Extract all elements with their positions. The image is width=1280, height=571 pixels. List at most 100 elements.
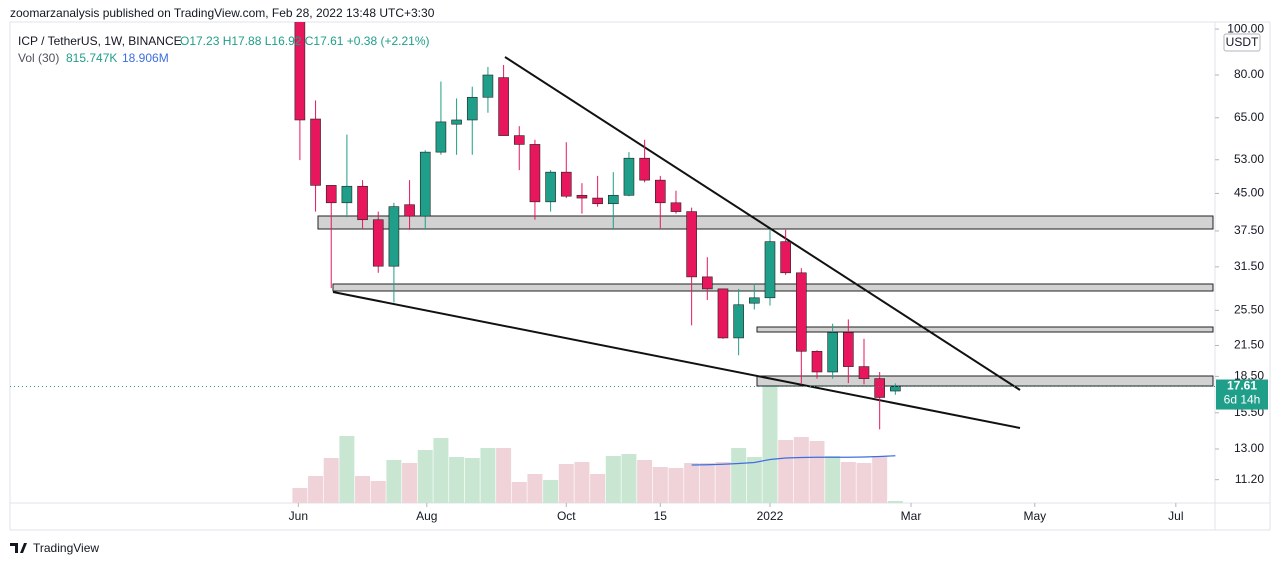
candle-body [357,185,368,221]
candle-body [733,304,744,339]
y-tick-label: 25.50 [1234,303,1264,317]
countdown: 6d 14h [1224,393,1261,407]
candle-body [592,197,603,205]
candle-body [796,272,807,352]
symbol: ICP / TetherUS, 1W, BINANCE [18,34,182,48]
candle-body [545,171,556,203]
volume-bar [793,437,809,503]
candle-body [670,202,682,212]
volume-bar [668,468,684,503]
candle-body [780,241,791,274]
candle-body [843,332,854,367]
trend-line [504,56,1021,391]
volume-bar [480,448,496,503]
volume-bar [809,441,825,503]
volume-bar [840,462,856,503]
volume-bar [621,454,637,503]
candle-body [654,179,666,204]
y-tick-label: 65.00 [1234,110,1264,124]
y-tick-label: 100.00 [1227,21,1264,35]
candle-body [513,135,525,145]
x-tick-label: May [1023,509,1046,523]
candle-body [686,211,697,278]
y-tick-label: 37.50 [1234,223,1264,237]
attribution: zoomarzanalysis published on TradingView… [10,6,435,20]
volume-bar [496,448,512,503]
volume-bar [370,481,386,503]
candle-body [607,194,619,205]
volume-ma-line [691,455,896,466]
candle-body [310,118,321,186]
volume-pane [292,380,903,503]
y-tick-label: 11.20 [1235,472,1264,486]
currency: USDT [1226,35,1259,49]
volume-bar [762,380,778,503]
zone [756,326,1214,333]
volume-bar [464,458,480,503]
candle-body [749,297,760,304]
volume-bar [778,440,794,503]
volume-bar [386,460,402,503]
candle-body [325,185,337,204]
volume-bar [558,464,574,503]
candle-body [451,119,462,125]
y-tick-label: 13.00 [1234,441,1264,455]
trend-line [332,291,1021,429]
candle-body [890,386,901,392]
x-tick-label: Aug [416,509,437,523]
y-tick-label: 80.00 [1234,67,1264,81]
candle-body [764,241,776,299]
volume-bar [339,436,355,503]
volume-bar [684,463,700,503]
candle-body [639,157,650,181]
candles [294,22,901,430]
x-tick-label: 2022 [757,509,784,523]
zone [756,375,1214,387]
volume-bar [887,500,903,503]
volume-bar [417,450,433,503]
brand-logo: TradingView [10,541,99,555]
volume-ma-value: 18.906M [122,51,169,65]
candle-body [560,171,572,197]
candle-body [811,350,823,373]
candle-body [529,144,541,203]
volume-bar [715,462,731,503]
candle-body [372,219,384,267]
volume-bar [637,460,653,503]
candle-body [294,22,306,121]
x-tick-label: 15 [654,509,668,523]
candle-body [717,288,729,339]
candle-body [404,204,415,217]
volume-bar [543,480,559,503]
volume-bar [699,463,715,503]
candle-body [576,194,588,199]
y-tick-label: 31.50 [1234,259,1264,273]
volume-bar [574,462,590,503]
volume-bar [402,463,418,503]
x-tick-label: Jun [289,509,308,523]
candle-body [874,378,885,398]
y-tick-label: 18.50 [1234,369,1264,383]
candle-body [419,151,431,217]
volume-bar [292,488,308,503]
volume-bar [323,458,339,503]
volume-bar [449,457,465,503]
zone [317,215,1214,230]
volume-bar [605,456,621,503]
volume-bar [825,456,841,503]
volume-bar [355,476,371,503]
candle-body [827,332,838,373]
candle-body [341,185,353,204]
x-tick-label: Mar [901,509,922,523]
volume-bar [872,456,888,503]
volume-value: 815.747K [66,51,117,65]
price-label-box [1216,379,1268,410]
candle-body [702,276,713,290]
x-tick-label: Jul [1168,509,1183,523]
volume-bar [746,457,762,503]
volume-bar [433,438,449,503]
price-label: 17.61 [1227,379,1257,393]
candle-body [623,157,635,196]
